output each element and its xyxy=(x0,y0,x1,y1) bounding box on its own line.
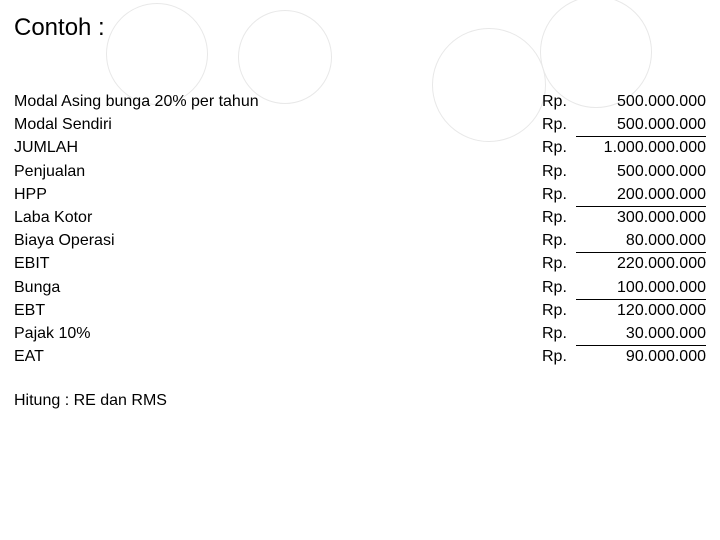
row-amount: 200.000.000 xyxy=(576,183,706,206)
currency-prefix: Rp. xyxy=(542,113,576,136)
table-row: BungaRp.100.000.000 xyxy=(14,276,706,299)
table-row: EBITRp.220.000.000 xyxy=(14,252,706,275)
row-amount: 1.000.000.000 xyxy=(576,136,706,159)
row-amount: 80.000.000 xyxy=(576,229,706,252)
currency-prefix: Rp. xyxy=(542,90,576,113)
table-row: Pajak 10%Rp.30.000.000 xyxy=(14,322,706,345)
row-label: Penjualan xyxy=(14,160,542,183)
currency-prefix: Rp. xyxy=(542,276,576,299)
table-row: Modal SendiriRp.500.000.000 xyxy=(14,113,706,136)
row-label: HPP xyxy=(14,183,542,206)
currency-prefix: Rp. xyxy=(542,322,576,345)
row-amount: 120.000.000 xyxy=(576,299,706,322)
currency-prefix: Rp. xyxy=(542,183,576,206)
row-amount: 30.000.000 xyxy=(576,322,706,345)
row-amount: 500.000.000 xyxy=(576,113,706,136)
row-label: Bunga xyxy=(14,276,542,299)
currency-prefix: Rp. xyxy=(542,299,576,322)
row-amount: 90.000.000 xyxy=(576,345,706,368)
row-amount: 300.000.000 xyxy=(576,206,706,229)
row-amount: 100.000.000 xyxy=(576,276,706,299)
table-row: Laba KotorRp.300.000.000 xyxy=(14,206,706,229)
row-amount: 500.000.000 xyxy=(576,90,706,113)
table-row: Biaya OperasiRp.80.000.000 xyxy=(14,229,706,252)
footer-instruction: Hitung : RE dan RMS xyxy=(14,392,167,410)
table-row: Modal Asing bunga 20% per tahunRp.500.00… xyxy=(14,90,706,113)
row-label: Modal Asing bunga 20% per tahun xyxy=(14,90,542,113)
currency-prefix: Rp. xyxy=(542,160,576,183)
currency-prefix: Rp. xyxy=(542,136,576,159)
row-label: Pajak 10% xyxy=(14,322,542,345)
financial-table: Modal Asing bunga 20% per tahunRp.500.00… xyxy=(14,90,706,368)
table-row: JUMLAHRp.1.000.000.000 xyxy=(14,136,706,159)
row-label: JUMLAH xyxy=(14,136,542,159)
row-label: Biaya Operasi xyxy=(14,229,542,252)
row-amount: 220.000.000 xyxy=(576,252,706,275)
row-label: EBT xyxy=(14,299,542,322)
row-label: EBIT xyxy=(14,252,542,275)
currency-prefix: Rp. xyxy=(542,252,576,275)
table-row: HPPRp.200.000.000 xyxy=(14,183,706,206)
table-row: PenjualanRp.500.000.000 xyxy=(14,160,706,183)
table-row: EATRp.90.000.000 xyxy=(14,345,706,368)
currency-prefix: Rp. xyxy=(542,345,576,368)
page-title: Contoh : xyxy=(14,14,105,42)
row-label: EAT xyxy=(14,345,542,368)
table-row: EBTRp.120.000.000 xyxy=(14,299,706,322)
row-label: Modal Sendiri xyxy=(14,113,542,136)
currency-prefix: Rp. xyxy=(542,229,576,252)
row-amount: 500.000.000 xyxy=(576,160,706,183)
row-label: Laba Kotor xyxy=(14,206,542,229)
currency-prefix: Rp. xyxy=(542,206,576,229)
